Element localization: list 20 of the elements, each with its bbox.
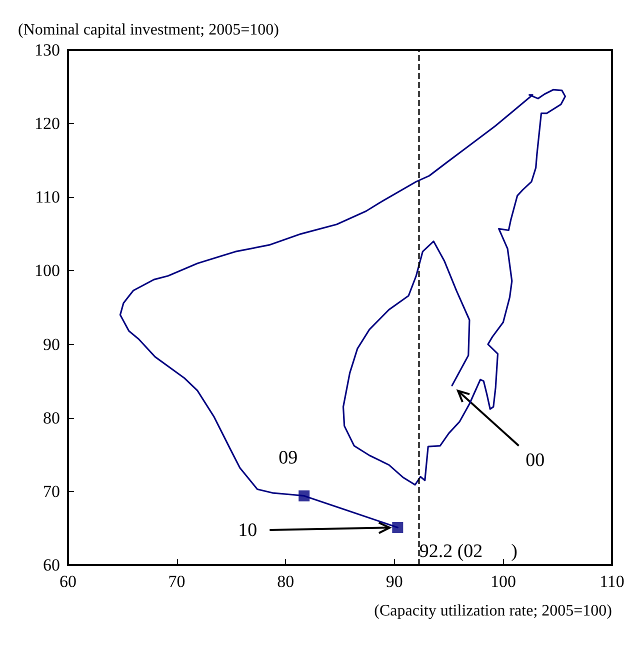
y-tick-label: 100: [34, 261, 60, 280]
y-tick-label: 110: [35, 188, 60, 207]
x-tick-label: 70: [168, 572, 186, 591]
x-tick-label: 60: [60, 572, 76, 591]
x-tick-label: 90: [386, 572, 403, 591]
y-tick-label: 90: [43, 334, 60, 354]
x-tick-label: 80: [277, 572, 294, 591]
y-tick-label: 70: [43, 482, 60, 501]
x-axis-title: (Capacity utilization rate; 2005=100): [374, 602, 612, 620]
y-tick-label: 60: [43, 556, 60, 574]
annotation: 10: [238, 520, 258, 541]
x-tick-label: 110: [600, 572, 624, 591]
x-tick-label: 100: [490, 572, 516, 591]
y-axis-title: (Nominal capital investment; 2005=100): [18, 22, 279, 38]
annotation: 00: [526, 450, 545, 471]
y-tick-label: 80: [43, 408, 60, 428]
y-tick-label: 120: [34, 114, 60, 134]
y-tick-label: 130: [34, 40, 60, 60]
ref-line-label: 92.2 (02 ): [419, 541, 518, 562]
annotation: 09: [278, 447, 298, 468]
